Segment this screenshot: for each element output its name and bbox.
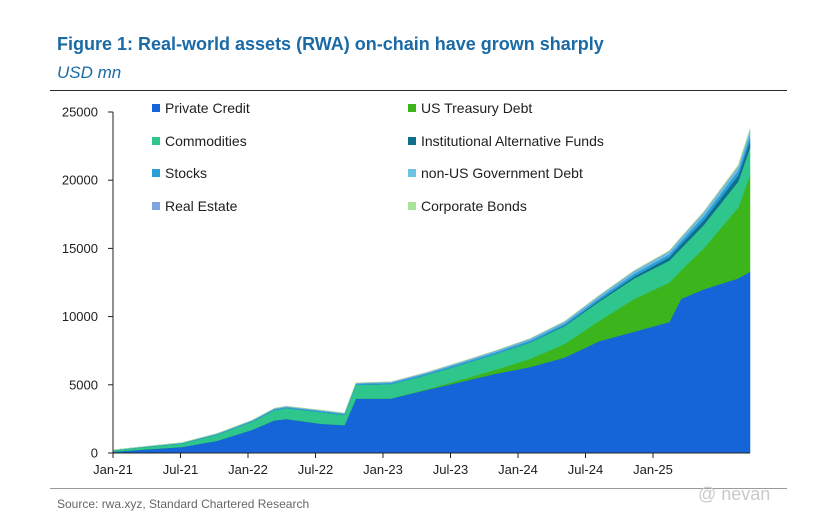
y-tick-label: 25000 — [62, 105, 98, 120]
chart-legend: Private Credit US Treasury Debt Commoditie… — [152, 100, 604, 214]
legend-swatch — [152, 137, 160, 145]
legend-swatch — [408, 202, 416, 210]
series-areas — [112, 128, 751, 454]
legend-item-non-us-government-debt: non-US Government Debt — [408, 165, 583, 181]
legend-swatch — [408, 104, 416, 112]
x-tick-label: Jul-21 — [163, 462, 198, 477]
source-note: Source: rwa.xyz, Standard Chartered Rese… — [57, 497, 310, 511]
x-tick-label: Jan-22 — [228, 462, 268, 477]
y-tick-label: 15000 — [62, 241, 98, 256]
x-tick-label: Jul-22 — [298, 462, 333, 477]
y-tick-label: 5000 — [69, 377, 98, 392]
legend-swatch — [152, 104, 160, 112]
y-tick-label: 10000 — [62, 309, 98, 324]
legend-label: US Treasury Debt — [421, 100, 532, 116]
chart-title: Figure 1: Real-world assets (RWA) on-cha… — [57, 34, 604, 54]
chart-axes: 0 5000 10000 15000 20000 25000 Jan-21 Jul-21 Jan… — [62, 105, 750, 477]
legend-item-corporate-bonds: Corporate Bonds — [408, 198, 527, 214]
legend-label: Institutional Alternative Funds — [421, 133, 604, 149]
legend-label: Corporate Bonds — [421, 198, 527, 214]
legend-label: non-US Government Debt — [421, 165, 583, 181]
legend-item-institutional-alternative-funds: Institutional Alternative Funds — [408, 133, 604, 149]
y-tick-label: 0 — [91, 446, 98, 461]
watermark: @ nevan — [698, 484, 771, 504]
legend-label: Stocks — [165, 165, 207, 181]
y-tick-label: 20000 — [62, 173, 98, 188]
legend-item-stocks: Stocks — [152, 165, 207, 181]
x-tick-label: Jul-24 — [568, 462, 603, 477]
rwa-stacked-area-chart: 0 5000 10000 15000 20000 25000 Jan-21 Jul-21 Jan… — [62, 100, 751, 477]
x-tick-label: Jan-23 — [363, 462, 403, 477]
legend-label: Private Credit — [165, 100, 250, 116]
legend-label: Real Estate — [165, 198, 238, 214]
legend-item-us-treasury-debt: US Treasury Debt — [408, 100, 532, 116]
legend-swatch — [152, 169, 160, 177]
x-tick-label: Jul-23 — [433, 462, 468, 477]
area-corporate-bonds — [112, 128, 751, 451]
legend-label: Commodities — [165, 133, 247, 149]
x-tick-label: Jan-24 — [498, 462, 538, 477]
legend-item-commodities: Commodities — [152, 133, 247, 149]
legend-item-private-credit: Private Credit — [152, 100, 250, 116]
x-tick-label: Jan-25 — [633, 462, 673, 477]
legend-swatch — [408, 169, 416, 177]
legend-item-real-estate: Real Estate — [152, 198, 238, 214]
legend-swatch — [152, 202, 160, 210]
footer-divider — [50, 488, 787, 489]
legend-swatch — [408, 137, 416, 145]
chart-subtitle: USD mn — [57, 63, 122, 82]
x-tick-label: Jan-21 — [93, 462, 133, 477]
title-divider — [50, 90, 787, 91]
